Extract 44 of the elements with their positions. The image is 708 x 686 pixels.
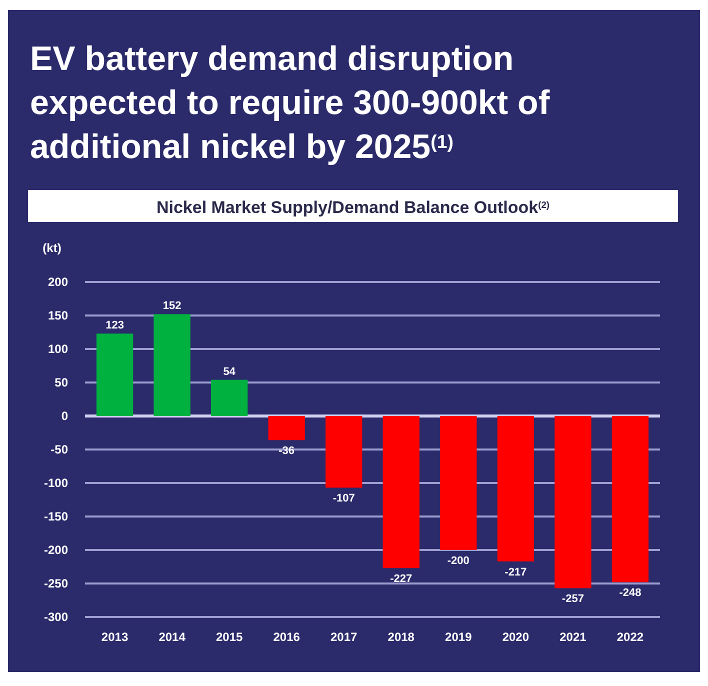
x-tick-label: 2020 (502, 630, 530, 644)
x-tick-label: 2021 (560, 630, 587, 644)
x-tick-label: 2018 (388, 630, 415, 644)
bar (154, 314, 190, 416)
y-tick-label: -100 (44, 476, 68, 490)
data-label: 123 (106, 320, 124, 332)
y-tick-label: 200 (48, 275, 68, 289)
y-tick-label: -50 (50, 442, 68, 456)
data-label: -36 (278, 445, 295, 458)
y-tick-label: 150 (48, 308, 68, 322)
data-label: -248 (619, 587, 642, 600)
data-label: 152 (162, 300, 182, 312)
data-label: -200 (447, 555, 470, 567)
x-tick-label: 2014 (158, 630, 186, 644)
x-tick-label: 2013 (101, 630, 128, 644)
chart-subtitle: Nickel Market Supply/Demand Balance Outlook$^{(2)}$ (156, 198, 550, 217)
bar (268, 416, 305, 440)
y-tick-label: 100 (48, 342, 68, 356)
y-tick-label: -200 (44, 543, 68, 557)
y-tick-label: 50 (54, 376, 68, 390)
bar (554, 416, 592, 588)
data-label: -107 (332, 492, 355, 505)
data-label: -217 (504, 566, 527, 578)
bar (440, 416, 477, 550)
bar (96, 334, 134, 416)
bar (497, 416, 534, 562)
bar (612, 416, 649, 582)
data-label: 54 (223, 366, 236, 378)
y-tick-label: -300 (44, 610, 68, 624)
y-tick-label: -250 (44, 576, 68, 590)
bar (326, 416, 362, 488)
bar (382, 416, 420, 568)
x-tick-label: 2016 (273, 630, 300, 644)
x-tick-label: 2017 (330, 630, 358, 644)
data-label: -257 (562, 593, 584, 606)
chart-title: EV battery demand disruption expected to require 300-900kt of additional nickel by 2025$^{(1)}$ (30, 40, 550, 166)
data-label: -227 (390, 573, 412, 586)
x-tick-label: 2015 (216, 630, 243, 644)
y-tick-label: 0 (61, 409, 68, 423)
y-tick-label: -150 (44, 510, 68, 524)
y-axis-title: (kt) (42, 241, 62, 255)
x-tick-label: 2022 (616, 630, 644, 644)
bar (210, 380, 248, 416)
x-tick-label: 2019 (445, 630, 472, 644)
